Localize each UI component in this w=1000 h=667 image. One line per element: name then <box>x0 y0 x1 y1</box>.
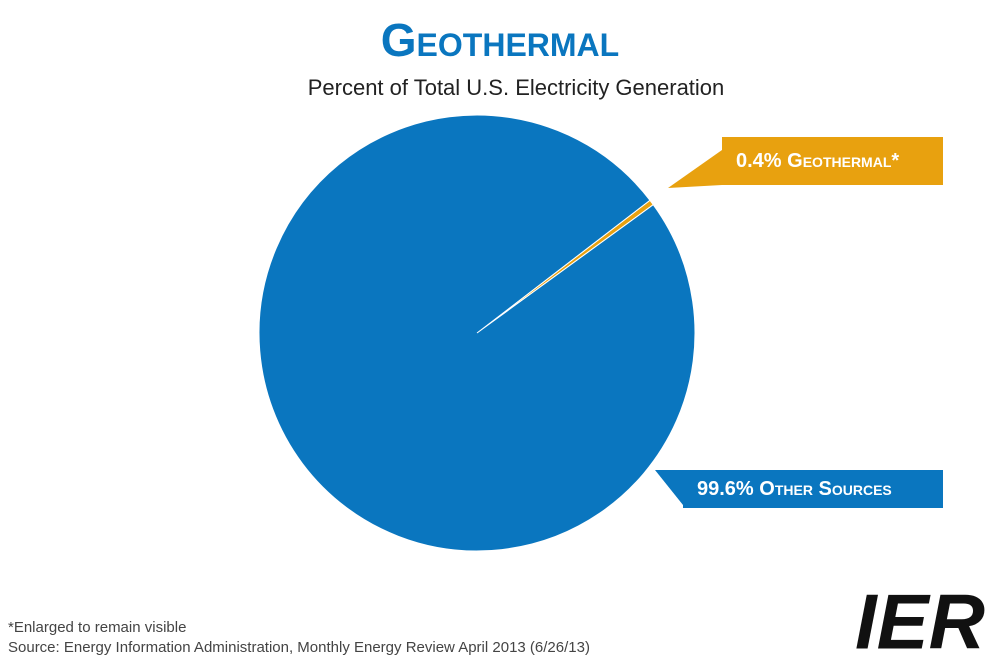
callout-box <box>722 137 943 185</box>
slice-label: 0.4% Geothermal* <box>736 150 899 172</box>
source: Source: Energy Information Administratio… <box>8 639 590 656</box>
value-label: 99.6% <box>697 478 754 500</box>
slice-label: 99.6% Other Sources <box>697 478 892 500</box>
callout-pointer <box>655 470 683 505</box>
callout-box <box>683 470 943 508</box>
pie-slice <box>258 114 696 552</box>
callout-pointer <box>668 150 722 188</box>
category-label: Other Sources <box>759 478 891 500</box>
category-label: Geothermal* <box>787 150 899 172</box>
footnote: *Enlarged to remain visible <box>8 619 186 636</box>
pie <box>258 114 696 552</box>
chart-subtitle: Percent of Total U.S. Electricity Genera… <box>308 75 725 100</box>
value-label: 0.4% <box>736 150 782 172</box>
logo: IER <box>855 578 985 666</box>
labels: 0.4% Geothermal* 99.6% Other Sources <box>655 137 943 508</box>
chart-title: Geothermal <box>381 14 619 66</box>
